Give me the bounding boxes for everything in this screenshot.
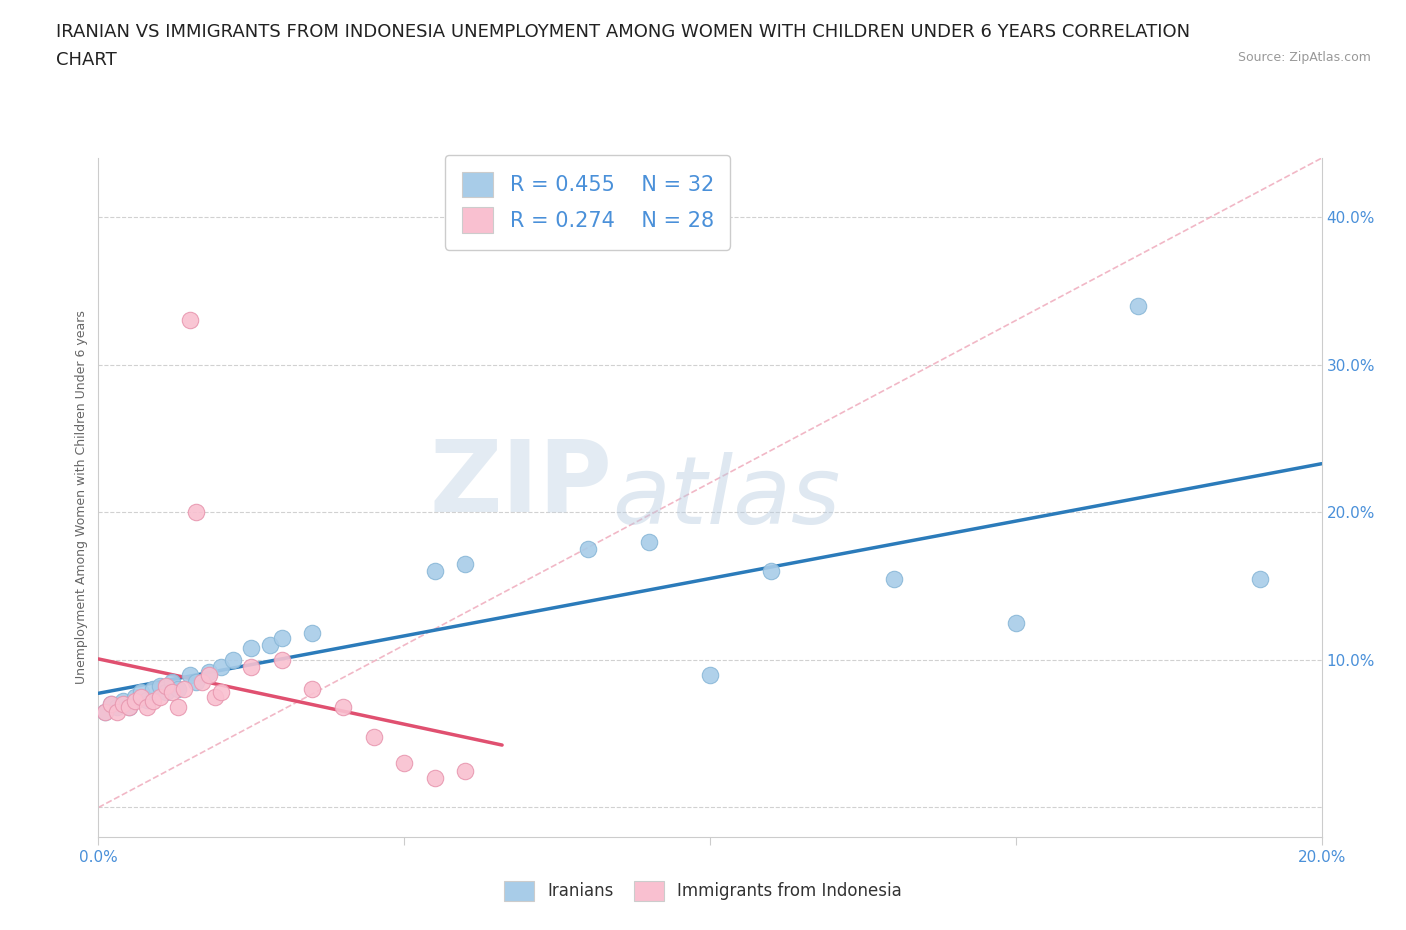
Point bbox=[155, 679, 177, 694]
Point bbox=[179, 667, 201, 682]
Point bbox=[118, 699, 141, 714]
Point bbox=[124, 689, 146, 704]
Point bbox=[167, 699, 190, 714]
Point bbox=[118, 699, 141, 714]
Point bbox=[1128, 299, 1150, 313]
Point bbox=[1004, 616, 1026, 631]
Point bbox=[423, 771, 446, 786]
Point bbox=[209, 684, 232, 699]
Text: Source: ZipAtlas.com: Source: ZipAtlas.com bbox=[1237, 51, 1371, 64]
Point bbox=[160, 684, 183, 699]
Point bbox=[100, 697, 122, 711]
Point bbox=[1249, 571, 1271, 586]
Text: atlas: atlas bbox=[612, 452, 841, 543]
Text: ZIP: ZIP bbox=[429, 435, 612, 533]
Point bbox=[454, 556, 477, 571]
Point bbox=[155, 684, 177, 699]
Point bbox=[105, 699, 128, 714]
Point bbox=[454, 764, 477, 778]
Point bbox=[136, 699, 159, 714]
Y-axis label: Unemployment Among Women with Children Under 6 years: Unemployment Among Women with Children U… bbox=[75, 311, 89, 684]
Point bbox=[186, 674, 208, 689]
Point bbox=[142, 694, 165, 709]
Point bbox=[186, 505, 208, 520]
Point bbox=[179, 313, 201, 328]
Point bbox=[197, 664, 219, 679]
Point bbox=[240, 641, 263, 656]
Point bbox=[222, 653, 245, 668]
Text: CHART: CHART bbox=[56, 51, 117, 69]
Point bbox=[699, 667, 721, 682]
Point bbox=[423, 564, 446, 578]
Point bbox=[136, 692, 159, 707]
Point bbox=[209, 660, 232, 675]
Point bbox=[301, 626, 323, 641]
Point bbox=[576, 542, 599, 557]
Point bbox=[149, 689, 172, 704]
Point bbox=[167, 682, 190, 697]
Point bbox=[142, 682, 165, 697]
Point bbox=[204, 689, 226, 704]
Point bbox=[270, 631, 292, 645]
Point bbox=[191, 674, 214, 689]
Point bbox=[93, 704, 115, 719]
Point bbox=[759, 564, 782, 578]
Point bbox=[93, 704, 115, 719]
Point bbox=[270, 653, 292, 668]
Point bbox=[363, 729, 385, 744]
Point bbox=[149, 679, 172, 694]
Point bbox=[332, 699, 354, 714]
Point bbox=[124, 694, 146, 709]
Point bbox=[392, 756, 416, 771]
Point bbox=[111, 694, 134, 709]
Point bbox=[111, 697, 134, 711]
Point bbox=[259, 638, 281, 653]
Point bbox=[100, 697, 122, 711]
Point bbox=[883, 571, 905, 586]
Point bbox=[240, 660, 263, 675]
Legend: R = 0.455    N = 32, R = 0.274    N = 28: R = 0.455 N = 32, R = 0.274 N = 28 bbox=[444, 155, 731, 249]
Point bbox=[173, 682, 195, 697]
Text: IRANIAN VS IMMIGRANTS FROM INDONESIA UNEMPLOYMENT AMONG WOMEN WITH CHILDREN UNDE: IRANIAN VS IMMIGRANTS FROM INDONESIA UNE… bbox=[56, 23, 1191, 41]
Point bbox=[301, 682, 323, 697]
Point bbox=[197, 667, 219, 682]
Point bbox=[105, 704, 128, 719]
Point bbox=[129, 689, 152, 704]
Point bbox=[129, 684, 152, 699]
Legend: Iranians, Immigrants from Indonesia: Iranians, Immigrants from Indonesia bbox=[498, 874, 908, 908]
Point bbox=[637, 535, 661, 550]
Point bbox=[160, 674, 183, 689]
